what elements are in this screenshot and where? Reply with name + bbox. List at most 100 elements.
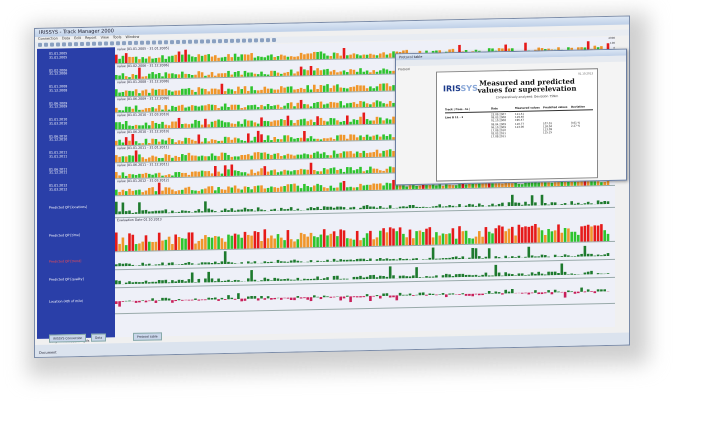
panel-bar [177, 279, 181, 283]
panel-bar [527, 292, 531, 294]
menu-item-report[interactable]: Report [84, 35, 97, 40]
strip-bar [322, 85, 326, 93]
toolbar-button-icon[interactable] [248, 38, 252, 43]
menu-item-connection[interactable]: Connection [38, 36, 58, 41]
strip-bar [171, 55, 174, 63]
toolbar-button-icon[interactable] [146, 40, 150, 45]
strip-bar [283, 87, 286, 94]
toolbar-button-icon[interactable] [254, 38, 258, 43]
panel-bar [316, 296, 319, 297]
strip-bar [204, 88, 207, 95]
panel-bar [128, 263, 131, 266]
toolbar-button-icon[interactable] [110, 41, 114, 46]
toolbar-button-icon[interactable] [158, 40, 162, 45]
toolbar-button-icon[interactable] [188, 39, 192, 44]
protocol-window[interactable]: Protocol table Protocol 01.10.2013 IRISS… [395, 48, 627, 186]
panel-bar [553, 229, 557, 243]
strip-bar [283, 134, 286, 143]
toolbar-button-icon[interactable] [44, 42, 48, 47]
toolbar-button-icon[interactable] [104, 41, 108, 46]
toolbar-button-icon[interactable] [170, 40, 174, 45]
panel-bar [227, 279, 230, 282]
toolbar-button-icon[interactable] [164, 40, 168, 45]
panel-bar [273, 277, 276, 281]
strip-bar [339, 134, 342, 142]
toolbar-button-icon[interactable] [230, 38, 234, 43]
prediction-panel[interactable]: Evaluation Date 01.10.2013 [115, 207, 615, 252]
toolbar-button-icon[interactable] [206, 39, 210, 44]
toolbar-button-icon[interactable] [236, 38, 240, 43]
taskbar-item[interactable]: Protocol table [133, 332, 162, 341]
toolbar-button-icon[interactable] [182, 39, 186, 44]
toolbar-button-icon[interactable] [266, 38, 270, 43]
panel-bar [362, 276, 366, 279]
prediction-panel[interactable] [115, 241, 615, 270]
toolbar-button-icon[interactable] [272, 37, 276, 43]
panel-bar [233, 279, 237, 282]
toolbar-button-icon[interactable] [80, 41, 84, 47]
menu-item-tools[interactable]: Tools [112, 35, 122, 40]
panel-bar [590, 270, 593, 274]
prediction-panel[interactable] [115, 259, 615, 288]
strip-bar [263, 86, 267, 94]
strip-bar [339, 168, 342, 175]
strip-bar [326, 68, 329, 76]
panel-bar [296, 260, 300, 263]
panel-bar [167, 281, 171, 283]
prediction-panel[interactable] [115, 277, 615, 314]
toolbar-button-icon[interactable] [194, 39, 198, 44]
strip-bar [306, 103, 309, 110]
prediction-panel[interactable] [115, 185, 615, 218]
toolbar-button-icon[interactable] [212, 39, 216, 44]
toolbar-button-icon[interactable] [200, 39, 204, 44]
panel-bar [431, 276, 435, 278]
strip-bar [339, 153, 342, 159]
strip-bar [174, 155, 178, 162]
toolbar-button-icon[interactable] [38, 42, 42, 47]
panel-label: Predicted QP [time] [49, 232, 81, 238]
panel-bar [428, 276, 432, 278]
strip-bar [161, 190, 164, 195]
toolbar-button-icon[interactable] [92, 41, 96, 46]
panel-bar [299, 260, 303, 262]
toolbar-button-icon[interactable] [116, 41, 120, 46]
toolbar-button-icon[interactable] [140, 40, 144, 45]
menu-item-edit[interactable]: Edit [74, 36, 81, 41]
strip-bar [237, 70, 240, 78]
panel-bar [395, 230, 399, 246]
toolbar-button-icon[interactable] [68, 42, 72, 47]
menu-item-data[interactable]: Data [61, 36, 71, 41]
toolbar-button-icon[interactable] [260, 38, 264, 43]
toolbar-button-icon[interactable] [218, 39, 222, 44]
tab-protocol[interactable]: Protocol [398, 67, 411, 72]
menu-item-window[interactable]: Window [125, 34, 140, 40]
toolbar-button-icon[interactable] [134, 40, 138, 45]
panel-bar [593, 255, 597, 256]
panel-bar [352, 276, 356, 279]
toolbar-button-icon[interactable] [62, 42, 66, 47]
strip-bar [352, 153, 356, 158]
taskbar-item[interactable]: Data [91, 333, 107, 342]
strip-bar [243, 154, 247, 161]
panel-bar [550, 271, 554, 275]
toolbar-button-icon[interactable] [224, 38, 228, 44]
strip-bar [266, 55, 270, 61]
toolbar-button-icon[interactable] [98, 41, 102, 46]
strip-bar [121, 72, 125, 80]
toolbar-button-icon[interactable] [86, 41, 90, 46]
panel-bar [537, 291, 540, 294]
toolbar-button-icon[interactable] [152, 40, 156, 45]
toolbar-button-icon[interactable] [242, 38, 246, 43]
panel-bar [319, 278, 323, 280]
panel-bar [336, 206, 339, 210]
menu-item-view[interactable]: View [100, 35, 109, 40]
toolbar-button-icon[interactable] [128, 40, 132, 46]
panel-bar [286, 297, 290, 299]
strip-bar [121, 189, 125, 195]
toolbar-button-icon[interactable] [74, 42, 78, 47]
toolbar-button-icon[interactable] [56, 42, 60, 47]
toolbar-button-icon[interactable] [176, 39, 180, 45]
toolbar-button-icon[interactable] [122, 41, 126, 46]
toolbar-button-icon[interactable] [50, 42, 54, 47]
taskbar-item[interactable]: IRISSYS Connection [49, 333, 87, 343]
